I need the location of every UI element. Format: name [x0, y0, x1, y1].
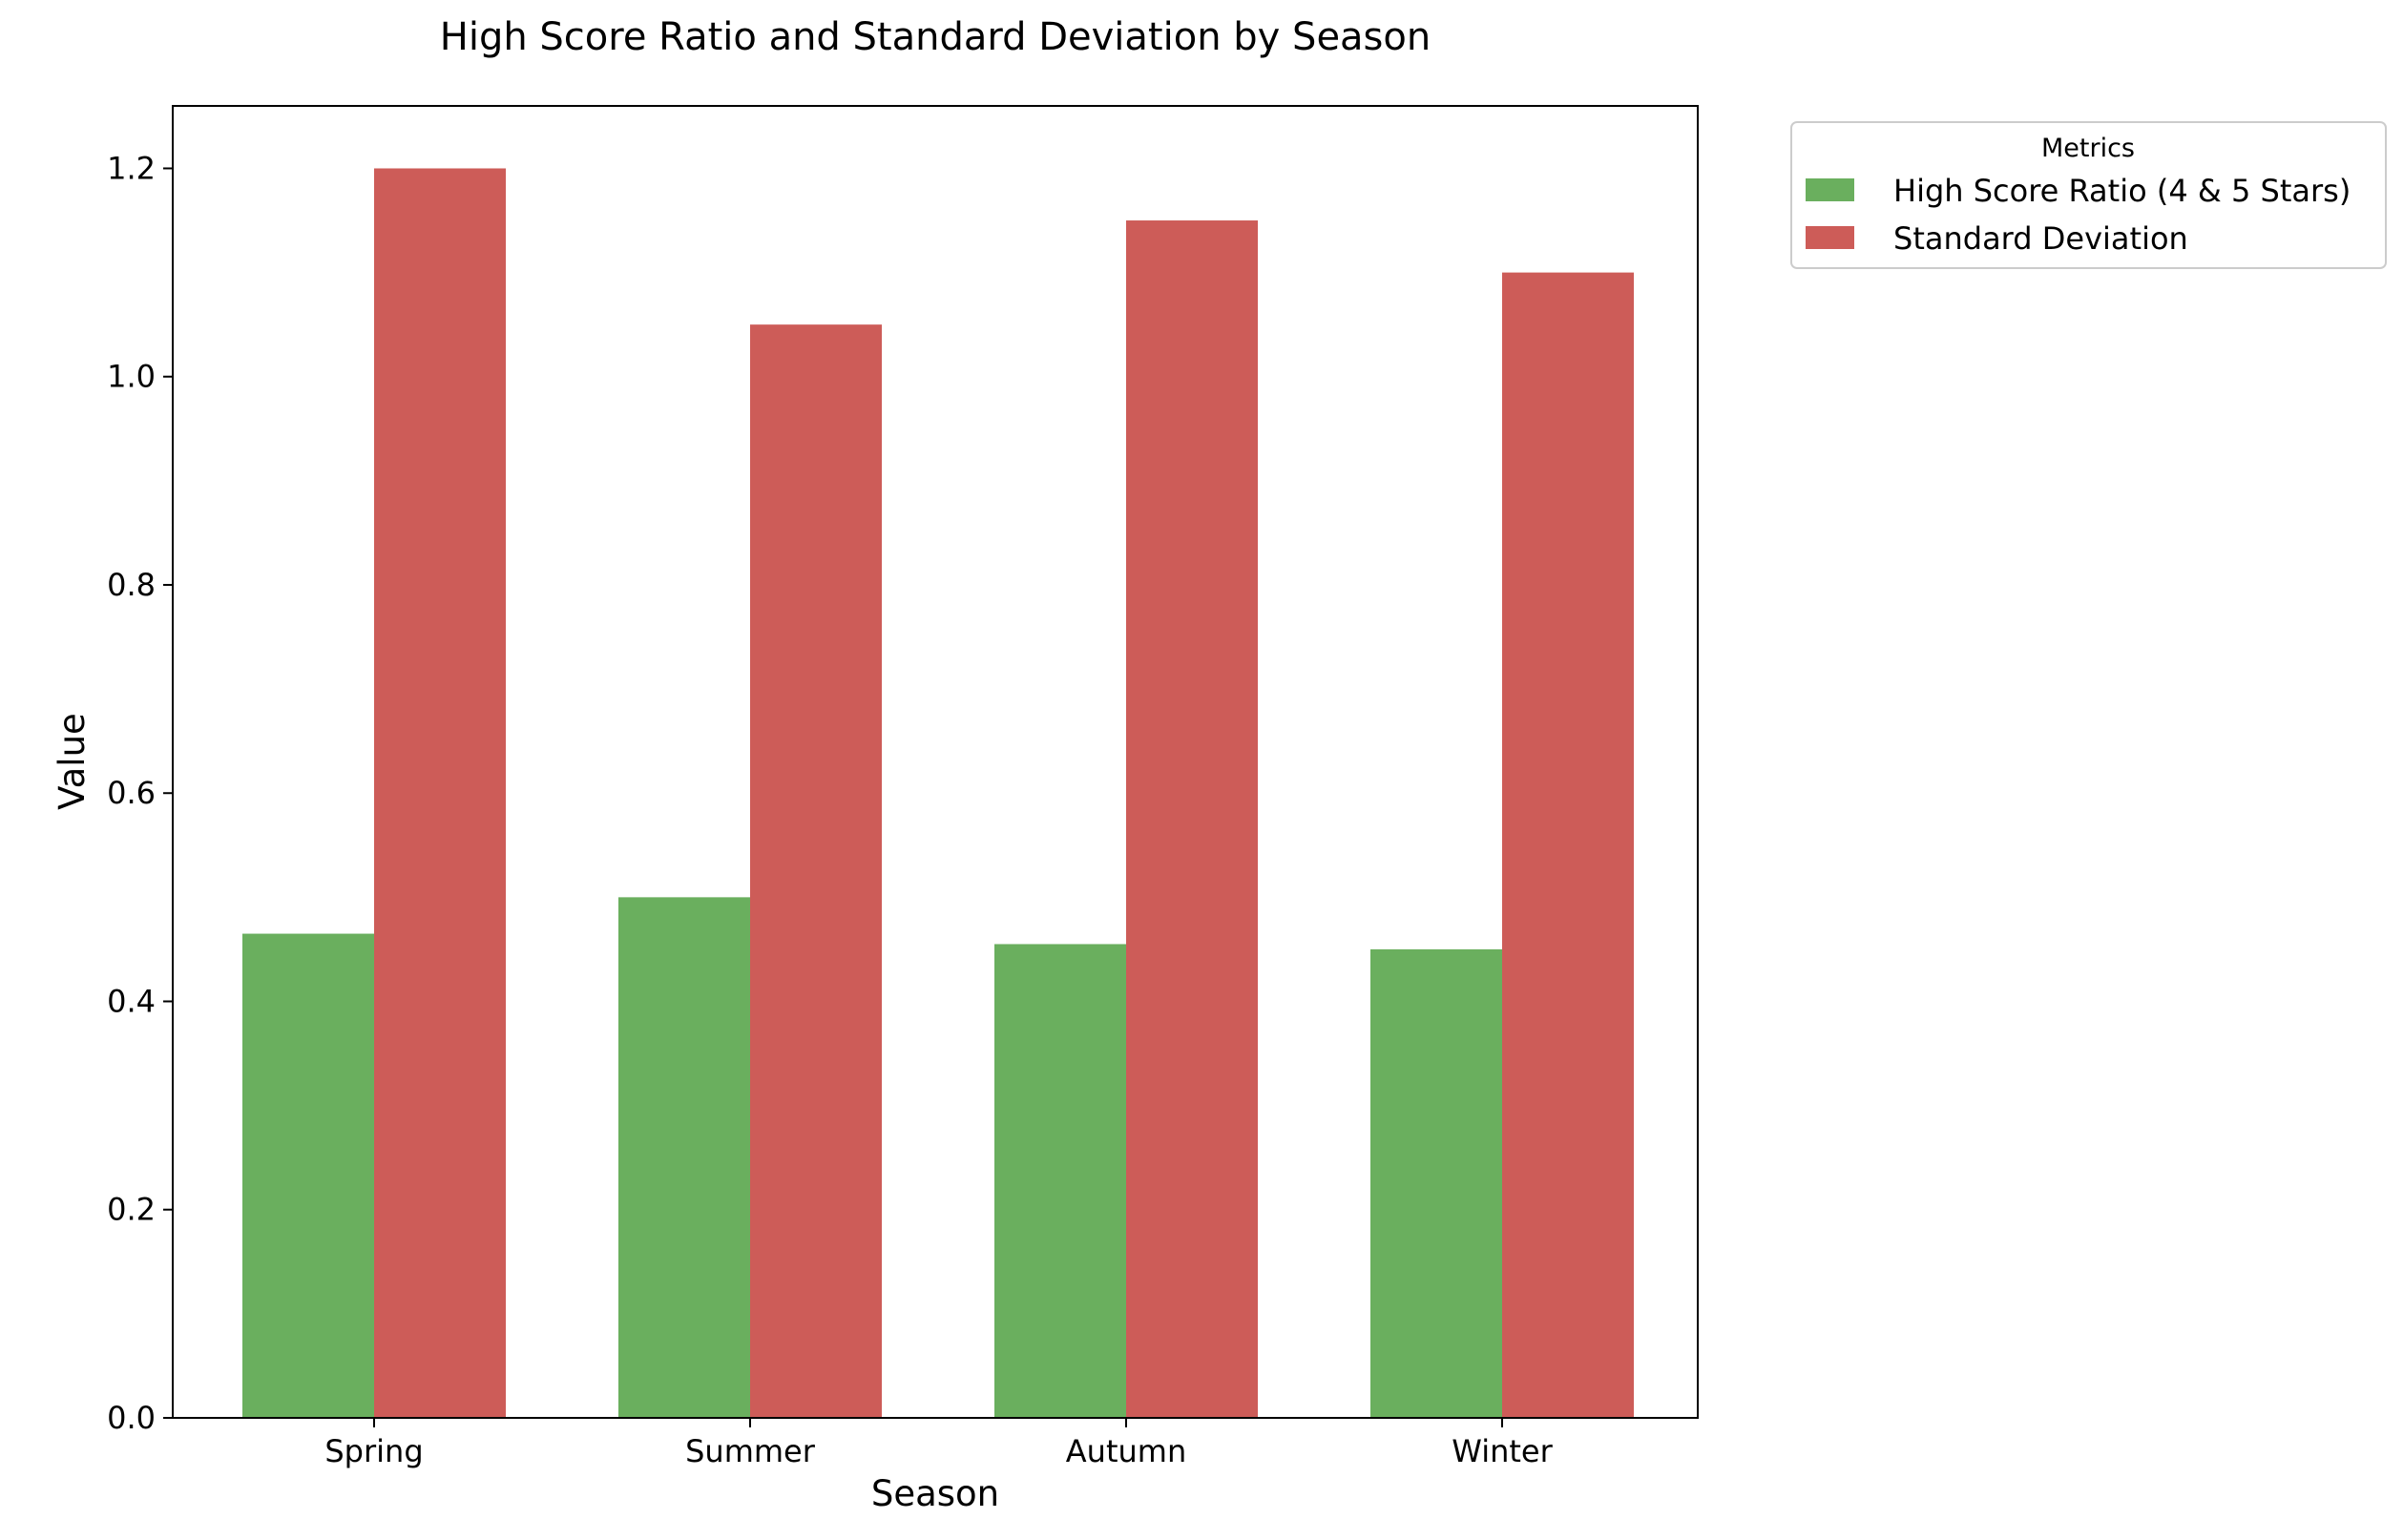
y-tick-label: 0.4 — [107, 983, 156, 1019]
bar-high-score-ratio-4-5-stars-spring — [242, 933, 374, 1418]
legend-swatch-high-score-ratio — [1806, 178, 1854, 201]
x-tick-label-winter: Winter — [1452, 1433, 1553, 1469]
y-tick-label: 0.0 — [107, 1400, 156, 1436]
x-axis-ticks: Spring Summer Autumn Winter — [324, 1418, 1554, 1469]
chart-title: High Score Ratio and Standard Deviation … — [440, 15, 1431, 59]
y-tick-label: 1.0 — [107, 359, 156, 395]
plot-frame — [172, 105, 1699, 1419]
legend-swatch-standard-deviation — [1806, 226, 1854, 249]
bar-high-score-ratio-4-5-stars-autumn — [994, 944, 1126, 1418]
legend-title: Metrics — [2041, 134, 2135, 163]
bar-high-score-ratio-4-5-stars-summer — [618, 897, 750, 1418]
y-tick-label: 1.2 — [107, 150, 156, 186]
bars-layer — [242, 168, 1634, 1419]
y-tick-label: 0.2 — [107, 1192, 156, 1228]
x-tick-label-spring: Spring — [324, 1433, 423, 1469]
bar-high-score-ratio-4-5-stars-winter — [1370, 948, 1502, 1418]
y-tick-label: 0.6 — [107, 775, 156, 811]
legend-label-standard-deviation: Standard Deviation — [1893, 220, 2188, 257]
y-axis-label: Value — [52, 713, 93, 810]
legend-label-high-score-ratio: High Score Ratio (4 & 5 Stars) — [1893, 173, 2351, 209]
bar-standard-deviation-winter — [1502, 272, 1634, 1419]
y-tick-label: 0.8 — [107, 567, 156, 603]
y-axis-ticks: 0.0 0.2 0.4 0.6 0.8 1.0 1.2 — [107, 150, 173, 1436]
x-axis-label: Season — [871, 1473, 999, 1514]
legend-box — [1790, 121, 2387, 269]
legend: Metrics High Score Ratio (4 & 5 Stars) S… — [1790, 121, 2387, 269]
x-tick-label-autumn: Autumn — [1066, 1433, 1186, 1469]
bar-standard-deviation-spring — [374, 168, 506, 1418]
bar-standard-deviation-summer — [750, 324, 882, 1419]
bar-standard-deviation-autumn — [1126, 220, 1258, 1419]
x-tick-label-summer: Summer — [685, 1433, 816, 1469]
